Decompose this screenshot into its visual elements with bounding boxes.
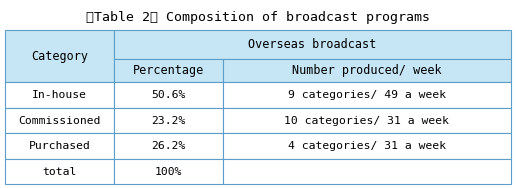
Text: Overseas broadcast: Overseas broadcast [248, 38, 377, 51]
Text: Commissioned: Commissioned [18, 116, 101, 126]
Bar [5, 83, 114, 108]
Bar [5, 159, 114, 184]
Text: total: total [42, 167, 77, 177]
Bar [114, 159, 222, 184]
Text: 50.6%: 50.6% [151, 90, 185, 100]
Text: 23.2%: 23.2% [151, 116, 185, 126]
Text: 9 categories/ 49 a week: 9 categories/ 49 a week [287, 90, 446, 100]
Bar [114, 30, 511, 59]
Bar [222, 59, 511, 83]
Text: 〈Table 2〉 Composition of broadcast programs: 〈Table 2〉 Composition of broadcast progr… [86, 11, 430, 24]
Text: In-house: In-house [32, 90, 87, 100]
Bar [222, 108, 511, 133]
Bar [5, 30, 114, 83]
Text: Percentage: Percentage [133, 64, 204, 77]
Bar [114, 83, 222, 108]
Text: Category: Category [31, 50, 88, 63]
Text: Number produced/ week: Number produced/ week [292, 64, 442, 77]
Text: 100%: 100% [154, 167, 182, 177]
Bar [5, 133, 114, 159]
Bar [222, 159, 511, 184]
Text: 26.2%: 26.2% [151, 141, 185, 151]
Bar [114, 133, 222, 159]
Bar [222, 83, 511, 108]
Bar [5, 108, 114, 133]
Bar [114, 59, 222, 83]
Bar [222, 133, 511, 159]
Text: 10 categories/ 31 a week: 10 categories/ 31 a week [284, 116, 449, 126]
Bar [114, 108, 222, 133]
Text: Purchased: Purchased [28, 141, 90, 151]
Text: 4 categories/ 31 a week: 4 categories/ 31 a week [287, 141, 446, 151]
